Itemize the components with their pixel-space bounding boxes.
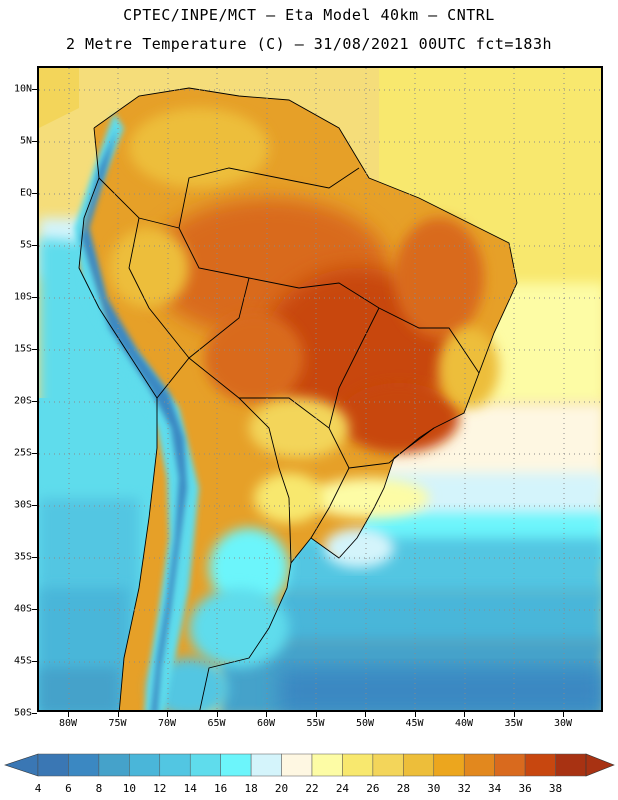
longitude-tick (216, 712, 218, 717)
colorbar-label: 36 (518, 782, 532, 795)
latitude-tick (32, 193, 37, 194)
colorbar-label: 28 (396, 782, 410, 795)
latitude-label: 45S (13, 655, 32, 667)
andes-cold-band (74, 113, 199, 710)
longitude-label: 80W (58, 718, 78, 729)
colorbar-swatch (250, 753, 282, 777)
colorbar-label: 14 (183, 782, 197, 795)
longitude-label: 55W (306, 718, 325, 729)
latitude-tick (32, 401, 37, 402)
colorbar-swatch (342, 753, 374, 777)
colorbar-label: 24 (335, 782, 350, 795)
colorbar-swatch (68, 753, 100, 777)
map-panel (37, 66, 603, 712)
latitude-tick (32, 453, 37, 454)
colorbar-swatch (220, 753, 252, 777)
colorbar-label: 6 (65, 782, 72, 795)
colorbar-label: 18 (244, 782, 258, 795)
longitude-tick (315, 712, 317, 717)
latitude-label: 40S (13, 603, 32, 615)
colorbar-min-arrow (4, 753, 39, 777)
colorbar-label: 4 (34, 782, 42, 795)
latitude-label: 25S (13, 447, 32, 459)
latitude-label: 5S (19, 239, 32, 251)
longitude-label: 65W (207, 718, 226, 729)
colorbar-label: 12 (153, 782, 167, 795)
map-title: CPTEC/INPE/MCT – Eta Model 40km – CNTRL (123, 6, 495, 24)
colorbar-label: 8 (95, 782, 103, 795)
colorbar-label: 26 (366, 782, 380, 795)
latitude-tick (32, 141, 37, 142)
colorbar-swatch (129, 753, 161, 777)
colorbar-swatch (555, 753, 587, 777)
colorbar-max-arrow (585, 753, 615, 777)
longitude-tick (68, 712, 69, 717)
longitude-tick (365, 712, 366, 717)
latitude-label: 35S (13, 551, 32, 563)
latitude-tick (32, 713, 37, 714)
colorbar-swatch (524, 753, 556, 777)
latitude-tick (32, 245, 37, 246)
latitude-tick (32, 349, 37, 350)
longitude-tick (464, 712, 465, 717)
longitude-label: 35W (504, 718, 523, 729)
map-subtitle: 2 Metre Temperature (C) – 31/08/2021 00U… (65, 35, 553, 53)
longitude-tick (266, 712, 267, 717)
colorbar-swatch (403, 753, 435, 777)
colorbar-label: 20 (274, 782, 289, 795)
latitude-tick (32, 505, 37, 506)
longitude-tick (167, 712, 168, 717)
colorbar-label: 38 (548, 782, 563, 795)
colorbar-label: 22 (305, 782, 319, 795)
longitude-label: 75W (108, 718, 127, 729)
longitude-tick (414, 712, 416, 717)
colorbar-swatch (311, 753, 343, 777)
latitude-tick (32, 557, 37, 558)
colorbar-label: 10 (122, 782, 136, 795)
latitude-tick (32, 89, 37, 90)
latitude-label: 50S (13, 707, 32, 719)
longitude-label: 40W (454, 718, 474, 729)
colorbar-label: 34 (488, 782, 502, 795)
colorbar-swatch (37, 753, 69, 777)
colorbar-swatch (98, 753, 130, 777)
longitude-tick (563, 712, 564, 717)
latitude-tick (32, 609, 37, 610)
latitude-label: EQ (19, 187, 32, 199)
colorbar-label: 32 (457, 782, 471, 795)
longitude-label: 45W (405, 718, 424, 729)
latitude-label: 10N (13, 83, 32, 95)
latitude-label: 30S (13, 499, 32, 511)
longitude-label: 30W (553, 718, 573, 729)
colorbar-label: 16 (214, 782, 228, 795)
longitude-tick (117, 712, 119, 717)
latitude-tick (32, 661, 37, 662)
colorbar-swatch (281, 753, 313, 777)
longitude-label: 50W (355, 718, 375, 729)
latitude-label: 5N (19, 135, 32, 147)
temperature-map (39, 68, 601, 710)
latitude-label: 15S (13, 343, 32, 355)
colorbar-swatch (463, 753, 495, 777)
longitude-label: 70W (157, 718, 177, 729)
colorbar (4, 753, 615, 777)
latitude-label: 20S (13, 395, 32, 407)
colorbar-swatch (372, 753, 404, 777)
colorbar-swatch (433, 753, 465, 777)
colorbar-label: 30 (427, 782, 441, 795)
longitude-tick (513, 712, 515, 717)
colorbar-swatch (159, 753, 191, 777)
latitude-tick (32, 297, 37, 298)
colorbar-swatch (494, 753, 526, 777)
colorbar-swatch (189, 753, 221, 777)
latitude-label: 10S (13, 291, 32, 303)
longitude-label: 60W (256, 718, 276, 729)
